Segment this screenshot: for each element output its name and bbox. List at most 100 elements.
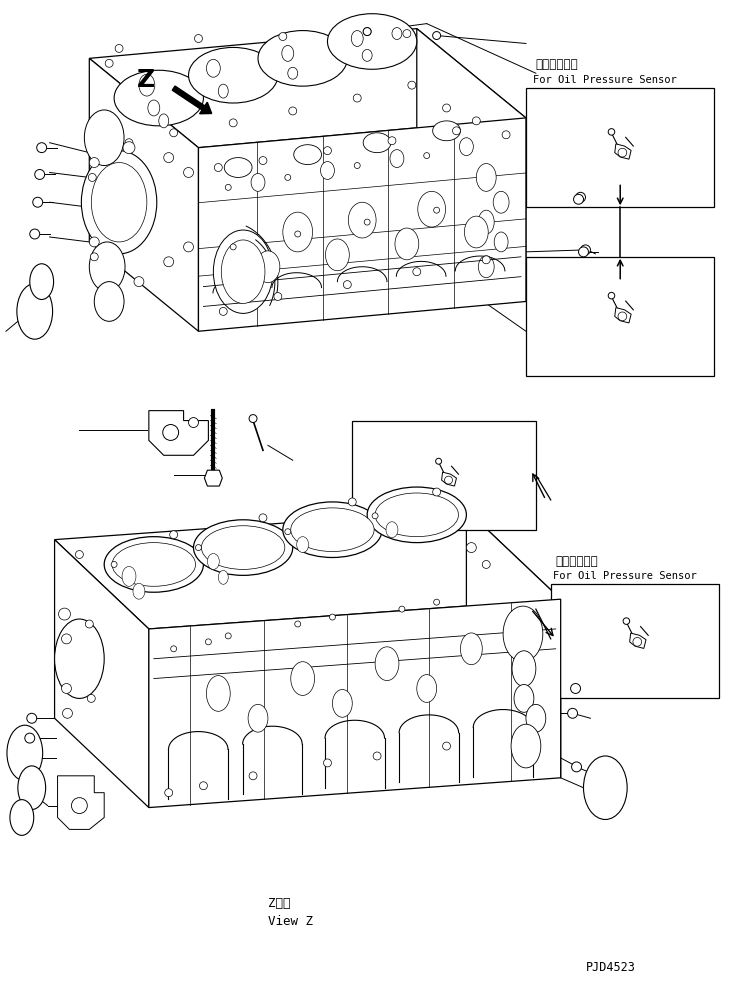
Circle shape [482,255,490,264]
Ellipse shape [214,230,273,314]
Polygon shape [466,510,561,778]
Ellipse shape [251,174,265,191]
Circle shape [363,28,371,35]
Circle shape [285,528,291,534]
Polygon shape [54,539,149,808]
Polygon shape [54,510,561,629]
Circle shape [170,129,178,137]
Ellipse shape [325,239,349,271]
Ellipse shape [297,536,308,552]
Polygon shape [205,470,222,486]
Ellipse shape [84,110,124,166]
Circle shape [274,293,282,301]
Circle shape [59,608,70,620]
Circle shape [115,44,123,52]
Ellipse shape [91,163,147,242]
Ellipse shape [459,138,473,156]
Polygon shape [630,633,646,649]
Circle shape [436,458,442,464]
Bar [352,421,536,529]
Ellipse shape [321,162,335,179]
Circle shape [288,107,297,115]
Circle shape [324,147,332,155]
Ellipse shape [291,508,374,551]
Circle shape [214,164,222,172]
Circle shape [572,762,581,772]
Circle shape [195,35,203,42]
Ellipse shape [114,70,203,126]
Ellipse shape [206,59,220,77]
Circle shape [424,153,429,159]
Ellipse shape [418,191,446,227]
Circle shape [434,207,440,213]
Bar [550,585,719,698]
Ellipse shape [104,536,203,593]
Text: For Oil Pressure Sensor: For Oil Pressure Sensor [553,572,697,582]
Circle shape [372,513,378,519]
Ellipse shape [256,250,280,283]
Circle shape [578,246,589,256]
Ellipse shape [363,133,391,153]
Ellipse shape [189,47,278,103]
Ellipse shape [375,647,399,680]
Circle shape [344,281,352,289]
Polygon shape [90,29,526,148]
Ellipse shape [139,74,155,96]
Text: 油圧センサ用: 油圧センサ用 [556,554,598,568]
Circle shape [90,158,99,168]
Circle shape [249,772,257,780]
Circle shape [125,139,133,147]
Ellipse shape [294,145,321,165]
Ellipse shape [392,28,402,39]
Ellipse shape [30,264,54,300]
Circle shape [295,621,301,627]
Ellipse shape [503,606,543,662]
Circle shape [567,708,578,718]
Circle shape [30,229,40,239]
Circle shape [249,414,257,423]
Circle shape [134,277,144,287]
Ellipse shape [511,724,541,768]
Circle shape [364,219,370,225]
Ellipse shape [460,633,482,665]
Ellipse shape [159,114,169,128]
Ellipse shape [218,571,228,585]
Polygon shape [615,308,631,322]
Ellipse shape [17,284,53,339]
Circle shape [76,550,84,558]
Circle shape [353,94,361,102]
Ellipse shape [362,49,372,61]
Circle shape [184,242,194,251]
Circle shape [189,418,198,428]
FancyArrow shape [172,86,211,113]
Ellipse shape [386,522,398,537]
Polygon shape [149,410,208,456]
Circle shape [408,81,415,89]
Ellipse shape [225,158,252,177]
Ellipse shape [221,240,265,304]
Text: For Oil Pressure Sensor: For Oil Pressure Sensor [533,75,677,85]
Circle shape [575,192,586,202]
Ellipse shape [288,67,298,79]
Text: Z　視: Z 視 [268,897,291,910]
Circle shape [184,168,194,177]
Ellipse shape [618,148,627,157]
Ellipse shape [206,675,230,711]
Ellipse shape [283,502,382,557]
Ellipse shape [333,689,352,717]
Bar [526,256,714,376]
Circle shape [62,683,71,693]
Ellipse shape [493,191,509,213]
Circle shape [581,245,590,254]
Circle shape [25,734,34,743]
Circle shape [399,606,405,612]
Ellipse shape [148,100,160,116]
Circle shape [164,256,174,267]
Circle shape [388,137,396,145]
Ellipse shape [494,232,508,251]
Ellipse shape [291,662,315,695]
Circle shape [502,131,510,139]
Circle shape [432,32,440,39]
Circle shape [27,713,37,723]
Ellipse shape [218,84,228,98]
